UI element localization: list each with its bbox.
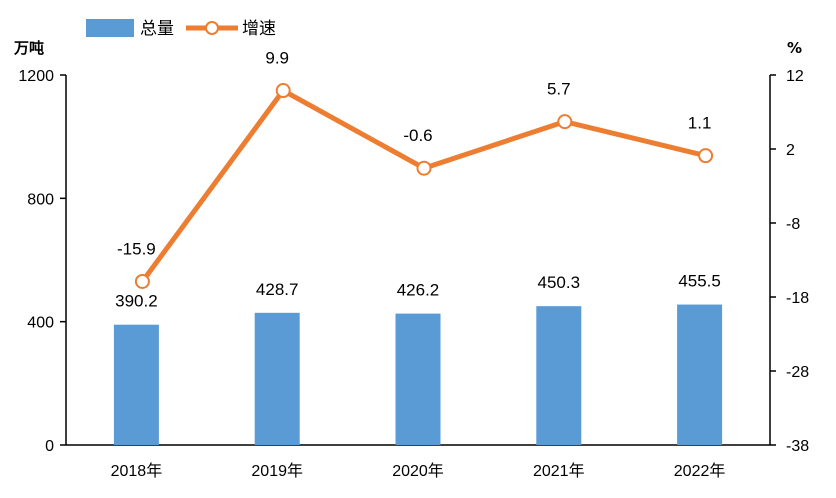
y-right-unit: %: [787, 39, 802, 57]
line-point: [275, 83, 291, 99]
legend: 总量 增速: [86, 19, 276, 39]
y-left-ticks: 0 400 800 1200: [18, 68, 66, 455]
line-point: [557, 114, 573, 130]
line-point: [416, 160, 432, 176]
bar: [536, 306, 582, 445]
y-right-tick-label: 2: [786, 142, 795, 159]
line-point: [134, 273, 150, 289]
legend-line-label: 增速: [242, 19, 276, 39]
x-tick-label: 2019年: [251, 462, 303, 480]
line-data-label: -15.9: [117, 239, 156, 258]
line-point: [698, 148, 714, 164]
line-series: -15.9 9.9 -0.6 5.7 1.1: [117, 49, 714, 289]
x-tick-label: 2018年: [111, 462, 163, 480]
legend-bar-swatch: [86, 19, 134, 37]
line-data-label: 9.9: [265, 49, 289, 68]
bar: [677, 304, 723, 445]
y-right-tick-label: -38: [786, 438, 809, 455]
line-data-label: 5.7: [547, 80, 571, 99]
y-left-unit: 万吨: [13, 39, 44, 57]
legend-line-marker: [205, 21, 219, 35]
y-right-tick-label: -28: [786, 364, 809, 381]
x-tick-label: 2021年: [533, 462, 585, 480]
y-left-tick-label: 400: [27, 315, 54, 332]
line-data-label: -0.6: [403, 126, 432, 145]
legend-bar-label: 总量: [140, 19, 174, 39]
y-right-tick-label: 12: [786, 68, 804, 85]
y-left-tick-label: 1200: [18, 68, 54, 85]
y-right-tick-label: -8: [786, 216, 800, 233]
line-path: [140, 88, 707, 283]
bar-data-label: 450.3: [538, 273, 581, 292]
y-left-tick-label: 800: [27, 191, 54, 208]
bar: [254, 312, 300, 445]
line-data-label: 1.1: [688, 114, 712, 133]
bar-series: 390.2 428.7 426.2 450.3 455.5: [113, 272, 723, 445]
bar-data-label: 390.2: [115, 292, 158, 311]
bar: [113, 324, 159, 445]
x-tick-labels: 2018年 2019年 2020年 2021年 2022年: [111, 462, 726, 480]
bar-data-label: 428.7: [256, 280, 299, 299]
bar-data-label: 455.5: [678, 272, 721, 291]
y-right-ticks: -38 -28 -18 -8 2 12: [770, 68, 809, 455]
y-left-tick-label: 0: [45, 438, 54, 455]
bar: [395, 313, 441, 445]
x-tick-label: 2022年: [674, 462, 726, 480]
y-right-tick-label: -18: [786, 290, 809, 307]
bar-data-label: 426.2: [397, 281, 440, 300]
x-tick-label: 2020年: [392, 462, 444, 480]
